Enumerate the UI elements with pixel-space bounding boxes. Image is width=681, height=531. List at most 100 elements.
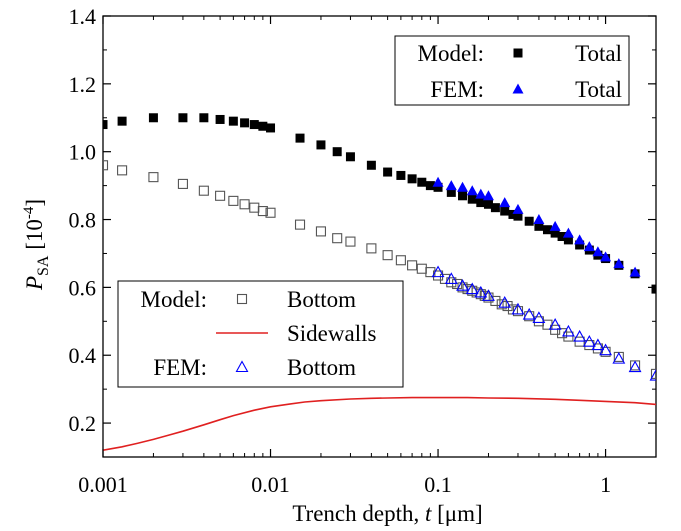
legend-marker	[236, 293, 248, 305]
model-total-point	[557, 232, 567, 241]
model-total-point	[524, 216, 534, 226]
model-bottom-point	[215, 190, 226, 201]
legend-series-label: Bottom	[287, 287, 356, 312]
fem-total-point	[445, 180, 457, 191]
legend-group-label: FEM:	[430, 77, 484, 102]
model-bottom-point	[294, 219, 306, 230]
model-total-point	[407, 174, 417, 184]
model-total-point	[199, 113, 209, 123]
fem-bottom-point	[522, 307, 536, 320]
legend-series-label: Total	[575, 41, 622, 66]
fem-bottom-point	[511, 302, 525, 315]
model-bottom-point	[496, 299, 507, 310]
y-tick-label: 1.4	[69, 4, 97, 29]
model-total-point	[417, 177, 427, 187]
model-bottom-point	[407, 260, 418, 271]
model-total-point	[148, 113, 158, 123]
legend-bottom: Model: Bottom Sidewalls FEM: Bottom	[117, 280, 404, 388]
model-bottom-point	[265, 207, 276, 218]
y-tick-label: 0.4	[69, 343, 97, 368]
chart-axes: 0.001 0.01 0.1 1 0.2 0.4 0.6 0.8 1.0 1.2 1.4 Trench…	[21, 4, 657, 526]
model-bottom-point	[574, 336, 585, 347]
model-total-point	[563, 235, 573, 245]
model-total-point	[476, 198, 486, 208]
fem-total-point	[466, 185, 478, 196]
y-axis-title-unit: [10	[22, 219, 47, 255]
model-total-point	[513, 211, 523, 221]
fem-total-point	[629, 266, 641, 277]
model-bottom-point	[563, 331, 574, 342]
model-total-point	[467, 194, 477, 204]
fem-total-point	[600, 251, 612, 262]
model-bottom-point	[257, 206, 268, 217]
model-total-point	[332, 147, 342, 157]
model-total-point	[433, 182, 443, 192]
fem-total-point	[499, 197, 511, 208]
fem-bottom-point	[498, 296, 512, 308]
model-total-point	[117, 116, 127, 126]
legend-bottom-box	[117, 280, 404, 388]
y-axis-title: PSA [10-4]	[21, 199, 52, 291]
x-axis-title-unit: [μm]	[431, 501, 482, 526]
fem-bottom-point	[573, 329, 587, 342]
x-axis-title: Trench depth, t [μm]	[292, 501, 482, 526]
y-axis-title-sub: SA	[35, 255, 52, 276]
fem-bottom-point	[456, 279, 469, 291]
model-bottom-point	[382, 250, 393, 261]
fem-bottom-point	[649, 368, 656, 381]
legend-series-label: Sidewalls	[287, 321, 376, 346]
model-bottom-point	[103, 160, 109, 171]
model-total-point	[575, 240, 585, 250]
model-bottom-point	[239, 199, 250, 210]
legend-marker	[235, 360, 249, 373]
model-total-point	[550, 228, 560, 238]
model-total-point	[446, 187, 456, 197]
model-total-point	[508, 209, 518, 219]
fem-total-point	[562, 227, 574, 238]
fem-total-point	[482, 190, 494, 201]
y-tick-label: 0.6	[69, 275, 97, 300]
model-total-point	[240, 118, 250, 128]
fem-total-point	[475, 188, 487, 199]
model-total-point	[534, 221, 544, 231]
model-bottom-point	[557, 328, 568, 339]
fem-bottom-point	[628, 360, 642, 373]
model-bottom-point	[395, 255, 406, 266]
chart-legends: Model: Total FEM: Total Model: Bottom Sidewall…	[117, 35, 630, 388]
y-tick-label: 1.2	[69, 72, 97, 97]
legend-series-label: Bottom	[287, 355, 356, 380]
x-axis-title-var: t	[425, 501, 432, 526]
model-bottom-point	[315, 226, 327, 237]
fem-bottom-point	[532, 311, 546, 323]
model-total-point	[366, 160, 376, 170]
model-total-point	[103, 120, 108, 130]
model-bottom-point	[148, 172, 159, 183]
x-tick-label: 0.01	[251, 472, 290, 497]
model-total-point	[542, 225, 552, 235]
fem-total-point	[613, 258, 625, 269]
model-bottom-point	[550, 324, 561, 335]
legend-group-label: Model:	[141, 287, 207, 312]
model-bottom-point	[228, 195, 239, 206]
y-tick-label: 0.8	[69, 208, 97, 233]
legend-series-label: Total	[575, 77, 622, 102]
fem-total-point	[432, 176, 444, 187]
model-bottom-point	[332, 233, 343, 244]
legend-top: Model: Total FEM: Total	[394, 35, 630, 106]
model-total-point	[228, 116, 238, 126]
legend-group-label: FEM:	[153, 355, 207, 380]
model-total-point	[178, 113, 188, 123]
model-bottom-point	[345, 236, 356, 247]
x-tick-label: 1	[600, 472, 611, 497]
model-total-point	[266, 123, 276, 133]
fem-bottom-point	[465, 282, 479, 295]
fem-bottom-point	[444, 272, 458, 284]
fem-bottom-point	[582, 335, 596, 347]
model-bottom-point	[650, 368, 656, 379]
model-bottom-point	[177, 178, 188, 189]
model-total-point	[295, 133, 305, 143]
model-bottom-point	[366, 243, 377, 254]
legend-marker	[512, 83, 524, 94]
model-total-point	[345, 152, 355, 162]
